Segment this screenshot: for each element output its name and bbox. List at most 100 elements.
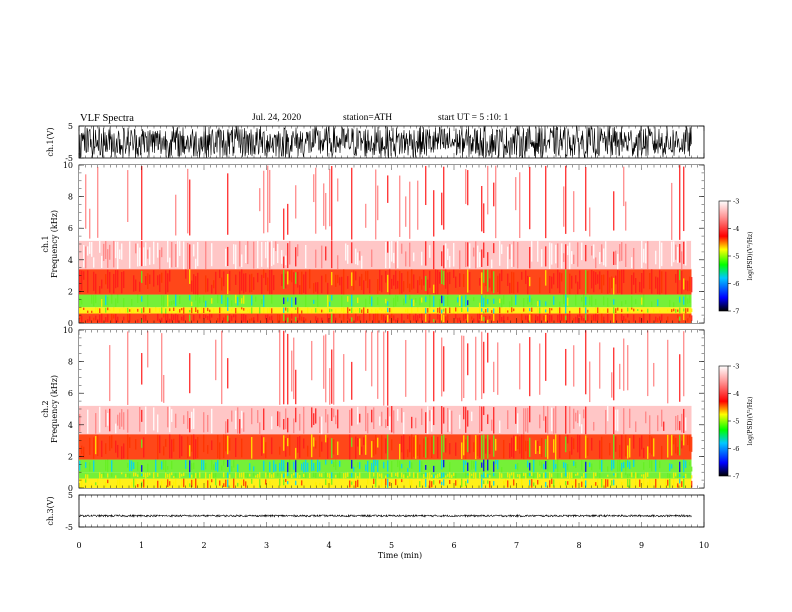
band-streak <box>295 460 297 473</box>
band-streak <box>431 436 433 459</box>
band-streak <box>139 247 141 267</box>
band-streak <box>277 411 279 427</box>
band-streak <box>391 278 393 289</box>
band-streak <box>653 438 655 457</box>
band-streak <box>383 314 385 322</box>
band-streak <box>79 297 81 306</box>
band-streak <box>443 346 445 392</box>
band-streak <box>607 479 609 487</box>
band-streak <box>577 281 579 295</box>
band-streak <box>507 273 509 286</box>
ch1-spectrogram-ylabel-channel: ch.1 <box>41 235 50 252</box>
band-streak <box>345 243 347 261</box>
band-streak <box>645 243 647 264</box>
colorbar-tick-label: -6 <box>733 280 739 288</box>
band-streak <box>285 334 287 369</box>
band-streak <box>465 439 467 460</box>
band-streak <box>487 459 489 471</box>
band-streak <box>333 330 335 405</box>
band-streak <box>211 408 213 434</box>
band-streak <box>419 444 421 459</box>
colorbar-tick-label: -3 <box>733 198 739 206</box>
band-streak <box>395 479 397 486</box>
band-streak <box>409 313 411 322</box>
band-streak <box>313 437 315 447</box>
band-streak <box>329 308 331 313</box>
band-streak <box>649 272 651 290</box>
band-streak <box>267 472 269 476</box>
band-streak <box>547 435 549 459</box>
band-streak <box>263 307 265 314</box>
band-streak <box>257 272 259 283</box>
band-streak <box>169 257 171 269</box>
band-streak <box>341 170 343 236</box>
band-streak <box>463 435 465 456</box>
band-streak <box>243 412 245 432</box>
band-streak <box>629 438 631 458</box>
band-streak <box>237 482 239 487</box>
band-streak <box>661 353 663 390</box>
band-streak <box>479 435 481 458</box>
band-streak <box>337 274 339 284</box>
band-streak <box>125 308 127 313</box>
band-streak <box>589 207 591 237</box>
band-streak <box>633 314 635 322</box>
band-streak <box>685 417 687 431</box>
band-streak <box>127 313 129 323</box>
band-streak <box>177 241 179 268</box>
band-streak <box>111 460 113 472</box>
band-streak <box>613 473 615 476</box>
band-streak <box>503 315 505 322</box>
band-streak <box>599 460 601 470</box>
band-streak <box>331 240 333 269</box>
band-streak <box>183 472 185 476</box>
band-streak <box>133 335 135 390</box>
band-streak <box>363 280 365 295</box>
band-streak <box>311 170 313 224</box>
band-streak <box>105 307 107 313</box>
band-streak <box>351 317 353 322</box>
band-streak <box>331 408 333 421</box>
band-streak <box>237 348 239 372</box>
band-streak <box>639 437 641 457</box>
band-streak <box>351 294 353 307</box>
band-streak <box>403 298 405 306</box>
band-streak <box>593 271 595 293</box>
band-streak <box>87 409 89 434</box>
band-streak <box>681 251 683 269</box>
band-streak <box>263 294 265 307</box>
band-streak <box>501 336 503 402</box>
band-streak <box>417 315 419 322</box>
band-streak <box>237 464 239 473</box>
band-streak <box>485 294 487 308</box>
band-streak <box>103 243 105 261</box>
band-streak <box>433 296 435 307</box>
band-streak <box>393 252 395 264</box>
band-streak <box>471 460 473 470</box>
band-streak <box>315 308 317 313</box>
band-streak <box>259 307 261 314</box>
band-streak <box>573 480 575 488</box>
band-streak <box>261 299 263 305</box>
band-streak <box>233 460 235 468</box>
band-streak <box>141 296 143 302</box>
band-streak <box>387 474 389 478</box>
spectral-band-1 <box>79 307 693 314</box>
band-streak <box>449 461 451 472</box>
band-streak <box>325 192 327 230</box>
band-streak <box>81 445 83 455</box>
band-streak <box>349 473 351 479</box>
band-streak <box>647 169 649 220</box>
band-streak <box>119 412 121 430</box>
band-streak <box>317 347 319 377</box>
band-streak <box>233 314 235 318</box>
ch3-waveform-trace <box>78 513 692 518</box>
band-streak <box>617 253 619 270</box>
band-streak <box>691 241 693 269</box>
band-streak <box>107 412 109 426</box>
band-streak <box>441 313 443 323</box>
band-streak <box>317 177 319 241</box>
band-streak <box>405 339 407 397</box>
band-streak <box>287 481 289 485</box>
band-streak <box>109 436 111 451</box>
